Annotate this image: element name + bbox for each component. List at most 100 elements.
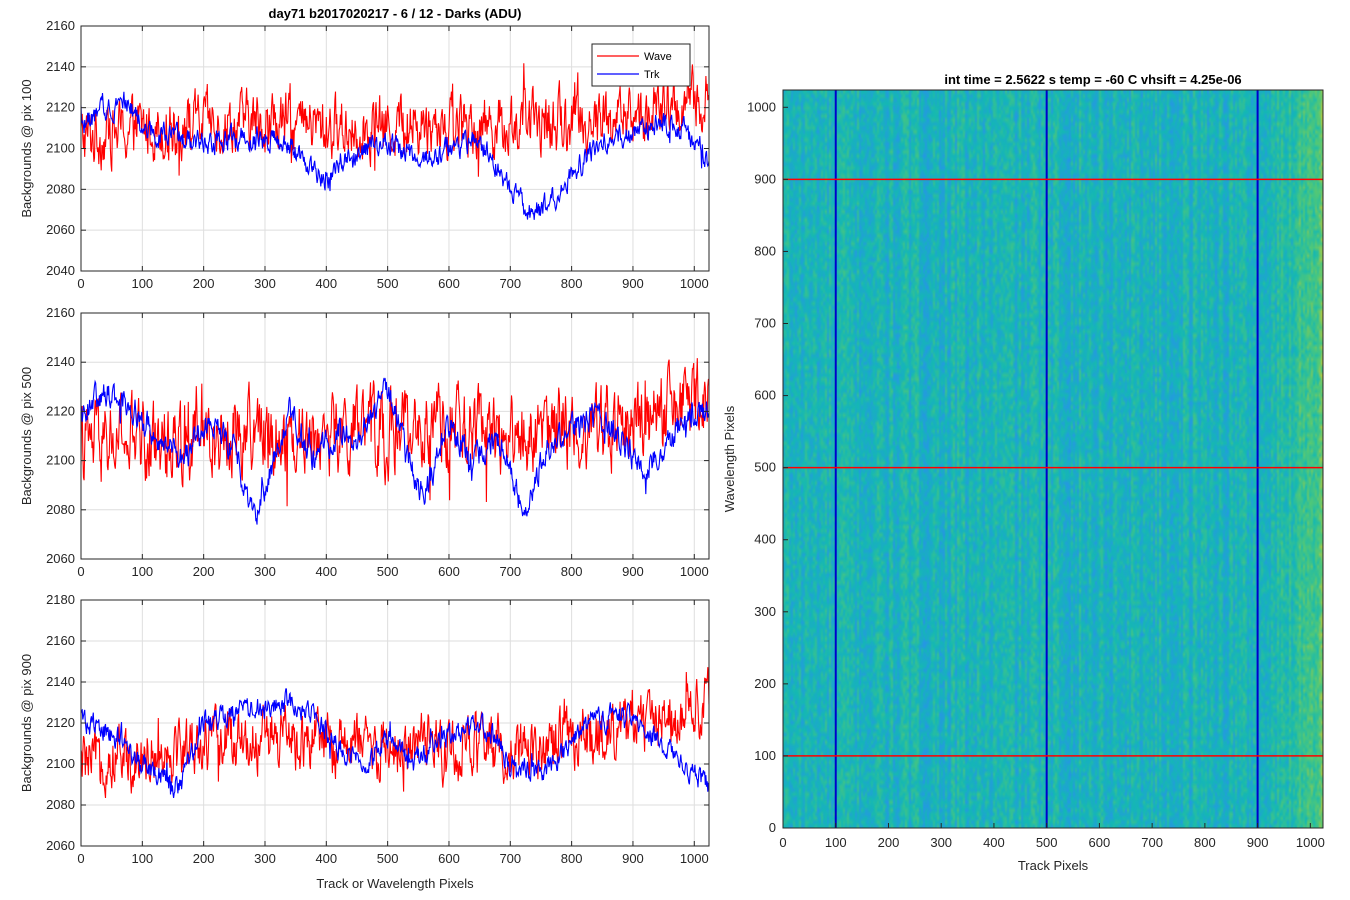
x-tick-label: 700 — [1141, 835, 1163, 850]
y-tick-label: 2160 — [46, 18, 75, 33]
legend-entry-wave: Wave — [644, 51, 672, 63]
series-group — [81, 358, 709, 525]
x-tick-label: 600 — [438, 851, 460, 866]
x-tick-label: 300 — [254, 851, 276, 866]
y-tick-label: 2140 — [46, 59, 75, 74]
x-tick-label: 200 — [193, 851, 215, 866]
series-line-trk — [81, 91, 709, 220]
axes-frame — [80, 312, 710, 560]
x-tick-label: 300 — [254, 564, 276, 579]
line-panel-2: 0 100 200 300 400 500 600 700 800 900 1000 2060 2080… — [19, 305, 710, 579]
y-tick-label: 1000 — [747, 99, 776, 114]
x-tick-label: 1000 — [1296, 835, 1325, 850]
x-tick-label: 300 — [930, 835, 952, 850]
x-tick-label: 400 — [315, 564, 337, 579]
x-tick-label: 600 — [438, 276, 460, 291]
legend-box — [591, 43, 691, 87]
line-panel-1: 0 100 200 300 400 500 600 700 800 900 1000 2040 2060… — [19, 6, 710, 291]
legend: Wave Trk — [591, 43, 691, 87]
x-tick-label: 600 — [438, 564, 460, 579]
y-tick-label: 2060 — [46, 222, 75, 237]
y-tick-label: 300 — [754, 604, 776, 619]
x-tick-label: 900 — [1247, 835, 1269, 850]
y-tick-label: 2140 — [46, 674, 75, 689]
x-tick-label: 200 — [193, 564, 215, 579]
y-tick-label: 800 — [754, 243, 776, 258]
y-tick-label: 2080 — [46, 797, 75, 812]
series-line-wave — [81, 667, 709, 799]
x-tick-label: 700 — [499, 564, 521, 579]
x-tick-label: 800 — [561, 564, 583, 579]
x-tick-label: 100 — [131, 276, 153, 291]
y-tick-label: 2120 — [46, 100, 75, 115]
x-tick-label: 900 — [622, 276, 644, 291]
x-tick-label: 1000 — [680, 276, 709, 291]
series-line-wave — [81, 358, 709, 507]
x-tick-label: 300 — [254, 276, 276, 291]
x-tick-label: 500 — [1036, 835, 1058, 850]
x-tick-label: 500 — [377, 851, 399, 866]
y-tick-label: 2180 — [46, 592, 75, 607]
line-panel-3: 0 100 200 300 400 500 600 700 800 900 1000 2060 2080… — [19, 592, 710, 891]
x-tick-label: 0 — [779, 835, 786, 850]
x-tick-label: 400 — [315, 276, 337, 291]
x-tick-label: 100 — [131, 851, 153, 866]
x-tick-label: 500 — [377, 564, 399, 579]
x-tick-label: 800 — [561, 276, 583, 291]
x-tick-label: 1000 — [680, 564, 709, 579]
x-tick-label: 100 — [825, 835, 847, 850]
axes-frame — [782, 89, 1324, 829]
x-tick-label: 800 — [1194, 835, 1216, 850]
x-tick-label: 500 — [377, 276, 399, 291]
x-tick-label: 900 — [622, 564, 644, 579]
x-tick-label: 0 — [77, 851, 84, 866]
y-tick-label: 2160 — [46, 633, 75, 648]
series-line-trk — [81, 377, 709, 525]
y-tick-label: 100 — [754, 748, 776, 763]
x-tick-label: 900 — [622, 851, 644, 866]
chart-title: day71 b2017020217 - 6 / 12 - Darks (ADU) — [269, 6, 522, 21]
x-tick-label: 1000 — [680, 851, 709, 866]
x-tick-label: 200 — [878, 835, 900, 850]
series-group — [81, 667, 709, 799]
y-tick-label: 2100 — [46, 756, 75, 771]
y-tick-label: 900 — [754, 171, 776, 186]
y-tick-label: 2040 — [46, 263, 75, 278]
y-tick-label: 200 — [754, 676, 776, 691]
series-line-trk — [81, 688, 709, 798]
chart-title: int time = 2.5622 s temp = -60 C vhsift … — [944, 72, 1241, 87]
x-tick-label: 0 — [77, 564, 84, 579]
x-tick-label: 100 — [131, 564, 153, 579]
legend-entry-trk: Trk — [644, 69, 660, 81]
heatmap-image — [783, 90, 1323, 828]
x-tick-label: 600 — [1089, 835, 1111, 850]
y-tick-label: 2100 — [46, 453, 75, 468]
y-tick-label: 2120 — [46, 715, 75, 730]
series-group — [81, 63, 709, 220]
y-tick-label: 2080 — [46, 502, 75, 517]
y-tick-label: 2100 — [46, 141, 75, 156]
heatmap-panel: 0 100 200 300 400 500 600 700 800 900 1000 0 100 200 3… — [722, 72, 1325, 873]
y-tick-label: 0 — [769, 820, 776, 835]
y-tick-label: 500 — [754, 460, 776, 475]
x-axis-label: Track Pixels — [1018, 858, 1089, 873]
x-tick-label: 800 — [561, 851, 583, 866]
y-tick-label: 600 — [754, 388, 776, 403]
y-axis-label: Wavelength Pixels — [722, 405, 737, 512]
y-axis-label: Backgrounds @ pix 900 — [19, 654, 34, 792]
x-tick-label: 700 — [499, 276, 521, 291]
y-tick-label: 700 — [754, 316, 776, 331]
y-tick-label: 2140 — [46, 354, 75, 369]
x-tick-label: 400 — [315, 851, 337, 866]
y-tick-label: 400 — [754, 532, 776, 547]
x-tick-label: 400 — [983, 835, 1005, 850]
x-tick-label: 700 — [499, 851, 521, 866]
x-tick-label: 200 — [193, 276, 215, 291]
series-line-wave — [81, 63, 709, 177]
x-tick-label: 0 — [77, 276, 84, 291]
y-tick-label: 2060 — [46, 838, 75, 853]
y-tick-label: 2080 — [46, 181, 75, 196]
y-tick-label: 2120 — [46, 403, 75, 418]
y-axis-label: Backgrounds @ pix 500 — [19, 367, 34, 505]
